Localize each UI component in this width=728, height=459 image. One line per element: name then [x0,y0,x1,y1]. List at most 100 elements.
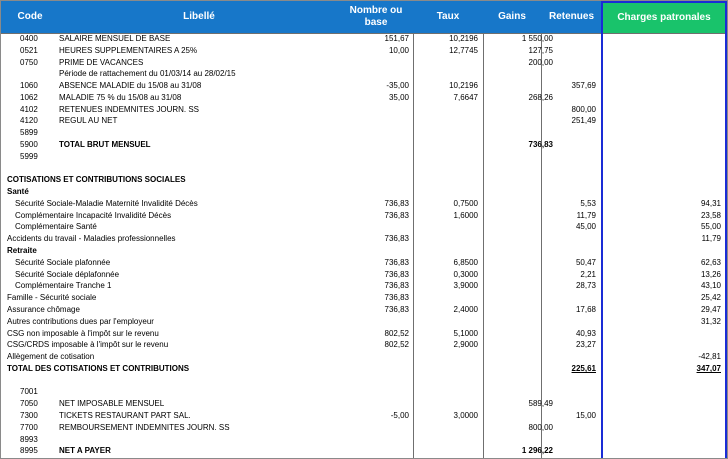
row-gains-value: 1 550,00 [521,34,553,43]
row-taux-value: 3,0000 [453,410,478,420]
row-label: NET A PAYER [59,446,111,456]
row-label: REMBOURSEMENT INDEMNITES JOURN. SS [59,422,230,432]
row-taux-value: 0,3000 [453,269,478,279]
row-charges-value: 11,79 [701,234,721,244]
row-label: Complémentaire Santé [15,222,97,232]
row-gains-value: 1 296,22 [521,446,553,456]
row-charges-value: 29,47 [700,304,721,314]
row-retenues-value: 45,00 [575,222,596,232]
row-label: CSG non imposable à l'impôt sur le reven… [7,328,159,338]
header-nombre: Nombre ou base [339,1,413,33]
row-label: Santé [7,187,29,197]
row-taux-value: 2,4000 [453,304,478,314]
row-label: TICKETS RESTAURANT PART SAL. [59,410,191,420]
row-retenues-value: 40,93 [575,328,596,338]
row-label: SALAIRE MENSUEL DE BASE [59,34,171,43]
row-code: 0521 [20,45,38,55]
row-nombre-value: 151,67 [384,34,409,43]
col-divider-taux [413,33,414,458]
row-nombre-value: 736,83 [384,293,409,303]
row-label: Sécurité Sociale plafonnée [15,257,111,267]
row-nombre-value: 736,83 [384,304,409,314]
header-taux: Taux [413,1,483,33]
row-code: 7001 [20,387,38,397]
row-gains-value: 736,83 [528,140,553,150]
row-retenues-value: 15,00 [575,410,596,420]
row-label: Accidents du travail - Maladies professi… [7,234,176,244]
row-code: 0400 [20,34,38,43]
row-taux-value: 7,6647 [453,92,478,102]
row-retenues-value: 23,27 [575,340,596,350]
row-code: 1062 [20,92,38,102]
row-label: PRIME DE VACANCES [59,57,144,67]
header-code: Code [1,1,59,33]
row-label: MALADIE 75 % du 15/08 au 31/08 [59,92,182,102]
row-label: Allègement de cotisation [7,352,95,362]
row-label: HEURES SUPPLEMENTAIRES A 25% [59,45,198,55]
row-charges-value: 31,32 [700,316,721,326]
row-label: Sécurité Sociale-Maladie Maternité Inval… [15,198,198,208]
row-label: Autres contributions dues par l'employeu… [7,316,154,326]
row-taux-value: 1,6000 [453,210,478,220]
row-nombre-value: 736,83 [384,210,409,220]
header-gains: Gains [483,1,541,33]
row-nombre-value: 802,52 [384,328,409,338]
row-code: 1060 [20,81,38,91]
row-label: TOTAL DES COTISATIONS ET CONTRIBUTIONS [7,363,190,373]
row-charges-value: 62,63 [700,257,721,267]
row-gains-value: 127,75 [528,45,553,55]
row-gains-value: 589,49 [528,399,553,409]
row-label: Retraite [7,246,37,256]
row-retenues-value: 800,00 [571,104,596,114]
row-code: 7700 [20,422,38,432]
row-taux-value: 12,7745 [449,45,478,55]
row-code: 8995 [20,446,38,456]
row-charges-value: 55,00 [700,222,721,232]
row-retenues-value: 17,68 [575,304,596,314]
row-charges-value: -42,81 [698,352,721,362]
row-label: CSG/CRDS imposable à l'impôt sur le reve… [7,340,169,350]
row-nombre-value: 10,00 [388,45,409,55]
row-charges-value: 347,07 [696,363,721,373]
row-retenues-value: 225,61 [571,363,596,373]
row-nombre-value: 736,83 [384,234,409,244]
row-nombre-value: -35,00 [386,81,409,91]
row-taux-value: 0,7500 [453,198,478,208]
row-taux-value: 10,2196 [449,34,478,43]
row-label: REGUL AU NET [59,116,118,126]
header-charges-patronales: Charges patronales [601,1,727,33]
charges-border-right [725,33,727,458]
row-label: ABSENCE MALADIE du 15/08 au 31/08 [59,81,202,91]
row-retenues-value: 11,79 [576,210,596,220]
row-charges-value: 13,26 [700,269,721,279]
row-taux-value: 5,1000 [453,328,478,338]
row-label: NET IMPOSABLE MENSUEL [59,399,165,409]
row-code: 7050 [20,399,38,409]
row-code: 4102 [20,104,38,114]
row-charges-value: 94,31 [700,198,721,208]
row-charges-value: 25,42 [700,293,721,303]
header-libelle: Libellé [59,1,339,33]
row-retenues-value: 5,53 [580,198,596,208]
row-label: RETENUES INDEMNITES JOURN. SS [59,104,200,114]
row-label: Complémentaire Tranche 1 [15,281,112,291]
row-label: TOTAL BRUT MENSUEL [59,140,151,150]
row-nombre-value: 736,83 [384,257,409,267]
row-nombre-value: 736,83 [384,281,409,291]
row-nombre-value: 802,52 [384,340,409,350]
row-label: Famille - Sécurité sociale [7,293,97,303]
row-label: Période de rattachement du 01/03/14 au 2… [59,69,236,79]
row-nombre-value: -5,00 [390,410,409,420]
row-taux-value: 6,8500 [453,257,478,267]
row-label: COTISATIONS ET CONTRIBUTIONS SOCIALES [7,175,186,185]
col-divider-gains [483,33,484,458]
header-retenues: Retenues [541,1,602,33]
row-label: Assurance chômage [7,304,80,314]
row-retenues-value: 251,49 [571,116,596,126]
header-rule [1,33,727,34]
row-code: 8993 [20,434,38,444]
row-gains-value: 268,26 [528,92,553,102]
row-charges-value: 43,10 [700,281,721,291]
row-label: Complémentaire Incapacité Invalidité Déc… [15,210,172,220]
